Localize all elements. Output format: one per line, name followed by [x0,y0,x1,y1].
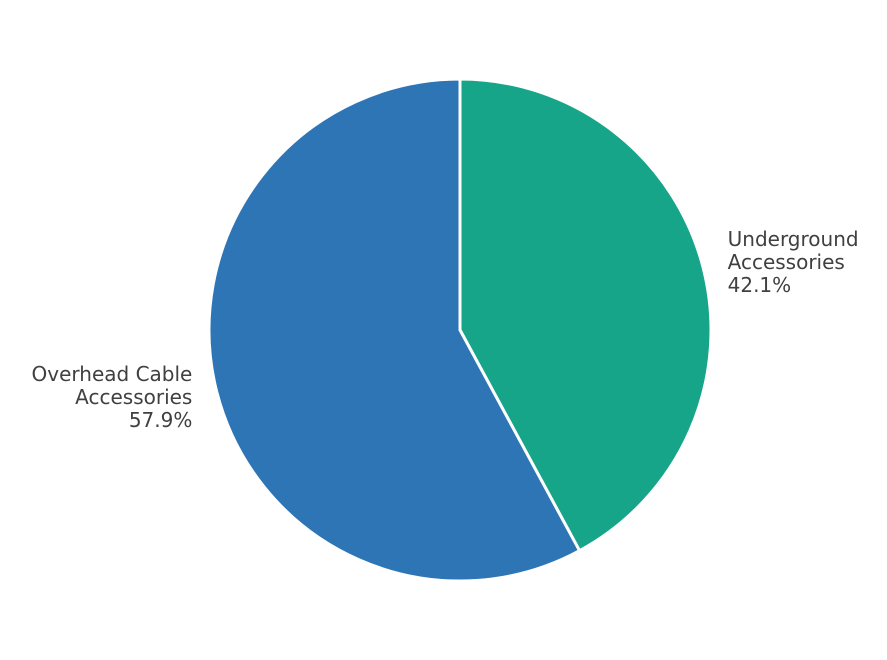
pie-slice [207,77,582,583]
pie-slice [458,77,713,553]
value-label: 57.9% [128,408,193,433]
slice-label: Underground Accessories 42.1% [727,226,887,297]
category-label: Underground Accessories [727,226,859,274]
slice-label: Overhead Cable Accessories 57.9% [12,362,193,433]
value-label: 42.1% [727,272,792,297]
category-label: Overhead Cable Accessories [31,362,193,410]
